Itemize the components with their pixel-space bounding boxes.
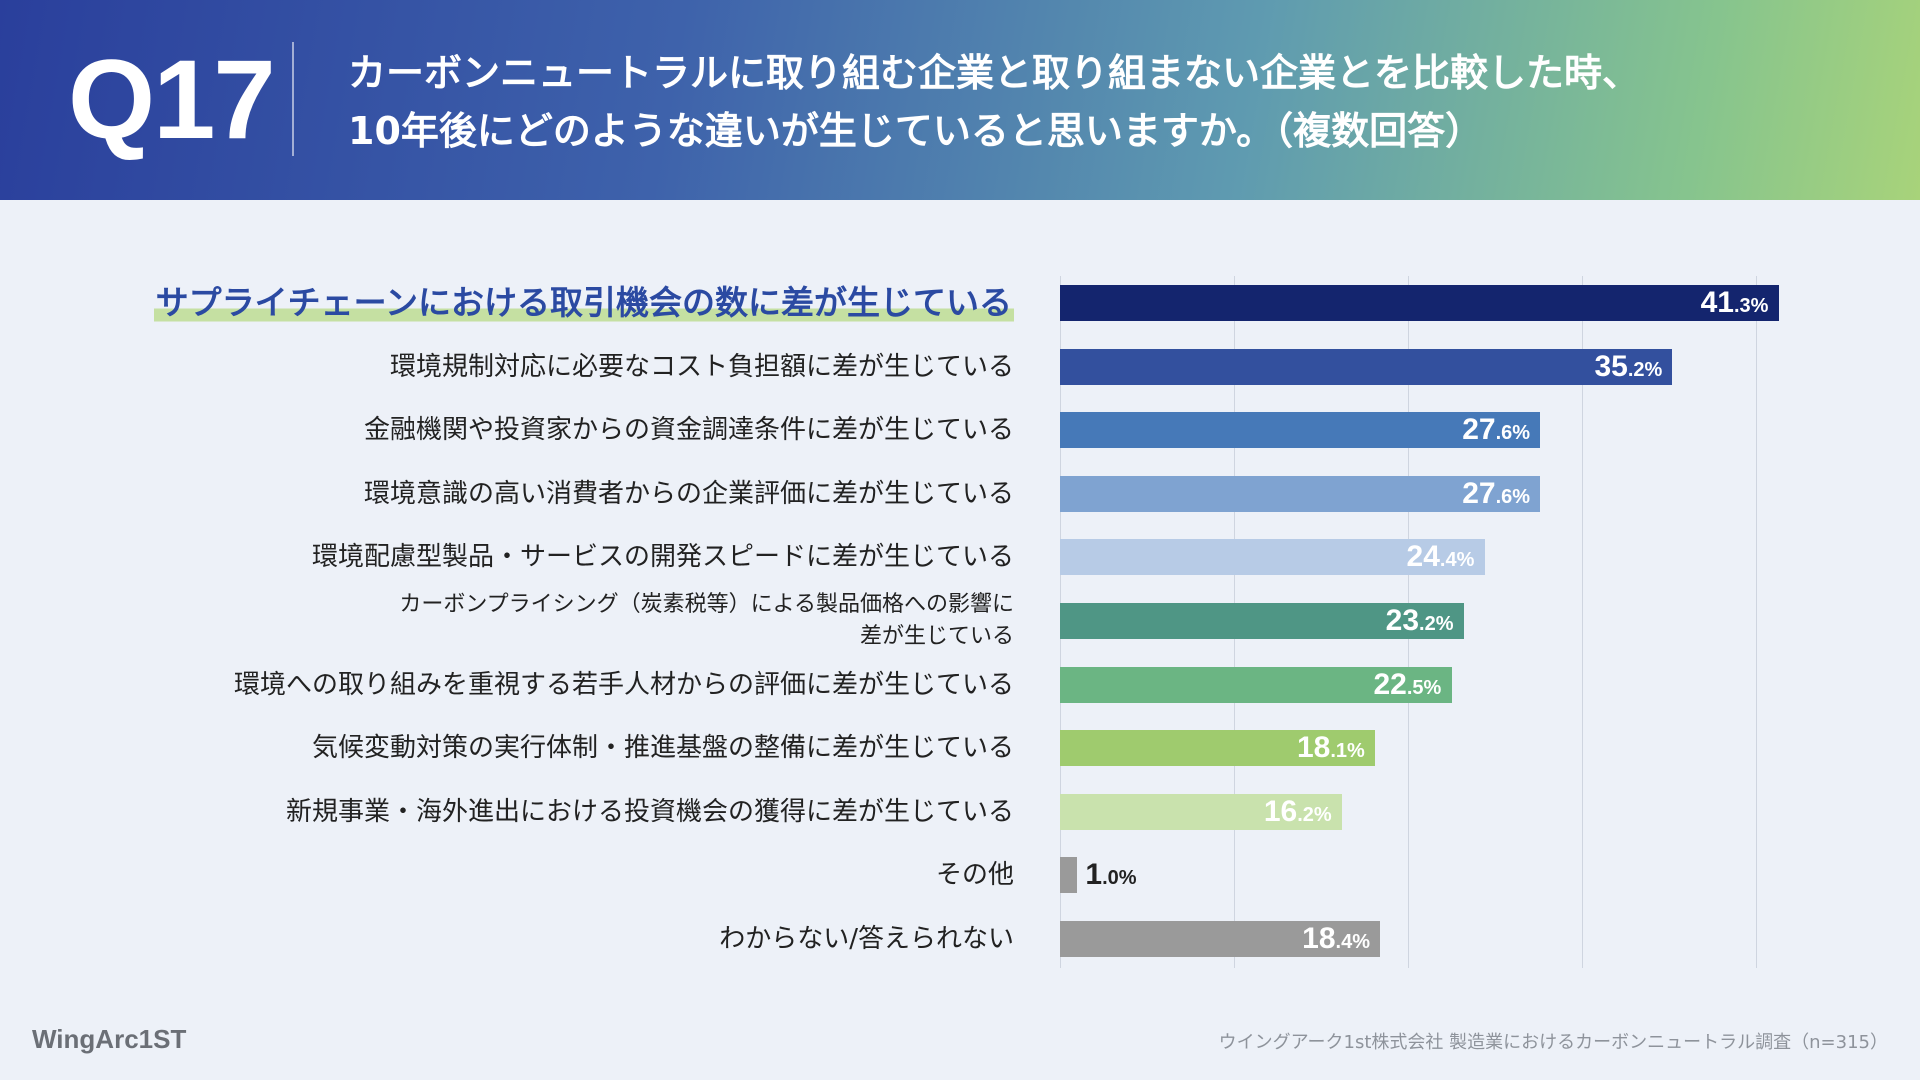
category-label: 金融機関や投資家からの資金調達条件に差が生じている (364, 412, 1014, 448)
data-label: 41.3% (1700, 286, 1769, 319)
data-label: 27.6% (1462, 413, 1531, 447)
category-label-line: 環境配慮型製品・サービスの開発スピードに差が生じている (311, 542, 1014, 573)
data-label: 23.2% (1385, 604, 1454, 637)
category-label: 環境への取り組みを重視する若手人材からの評価に差が生じている (234, 667, 1014, 703)
category-label: 新規事業・海外進出における投資機会の獲得に差が生じている (286, 794, 1014, 830)
category-label: サプライチェーンにおける取引機会の数に差が生じている (153, 281, 1014, 325)
category-label-line: カーボンプライシング（炭素税等）による製品価格への影響に (399, 592, 1014, 617)
category-label-line: 金融機関や投資家からの資金調達条件に差が生じている (363, 415, 1014, 446)
category-label: 環境規制対応に必要なコスト負担額に差が生じている (390, 349, 1014, 385)
category-label-line: サプライチェーンにおける取引機会の数に差が生じている (155, 283, 1012, 322)
category-label-line: 環境規制対応に必要なコスト負担額に差が生じている (389, 351, 1014, 382)
category-label-line: 新規事業・海外進出における投資機会の獲得に差が生じている (285, 796, 1014, 827)
data-label: 35.2% (1594, 349, 1663, 383)
data-label: 1.0% (1085, 858, 1137, 892)
bar (1060, 475, 1541, 512)
data-label: 18.1% (1296, 731, 1365, 765)
gridline (1582, 276, 1583, 968)
bar (1060, 793, 1342, 830)
category-label-line: 環境意識の高い消費者からの企業評価に差が生じている (363, 478, 1014, 509)
category-label: 気候変動対策の実行体制・推進基盤の整備に差が生じている (312, 730, 1014, 766)
category-label-line: 差が生じている (859, 624, 1014, 649)
bar (1060, 285, 1779, 321)
gridline (1756, 276, 1757, 968)
category-label: その他 (936, 857, 1014, 893)
data-label: 27.6% (1462, 476, 1531, 510)
category-label: 環境意識の高い消費者からの企業評価に差が生じている (364, 476, 1014, 512)
category-label-line: 気候変動対策の実行体制・推進基盤の整備に差が生じている (311, 733, 1014, 764)
bar (1060, 921, 1381, 957)
question-number: Q17 (68, 37, 276, 162)
source-note: ウイングアーク1st株式会社 製造業におけるカーボンニュートラル調査（n=315… (1218, 1032, 1888, 1053)
bar (1060, 348, 1673, 385)
data-label: 18.4% (1302, 922, 1370, 955)
question-text: カーボンニュートラルに取り組む企業と取り組まない企業とを比較した時、 10年後に… (348, 44, 1868, 160)
bar (1060, 412, 1541, 449)
bar (1060, 539, 1485, 576)
category-label-line: 環境への取り組みを重視する若手人材からの評価に差が生じている (233, 669, 1014, 700)
category-label-line: わからない/答えられない (719, 924, 1014, 954)
bar (1060, 603, 1464, 639)
category-label: 環境配慮型製品・サービスの開発スピードに差が生じている (312, 539, 1014, 575)
bar (1060, 730, 1375, 767)
bar (1060, 857, 1078, 894)
category-label: カーボンプライシング（炭素税等）による製品価格への影響に差が生じている (399, 589, 1014, 653)
data-label: 24.4% (1406, 540, 1475, 574)
category-label: わからない/答えられない (719, 921, 1014, 957)
question-line-1: カーボンニュートラルに取り組む企業と取り組まない企業とを比較した時、 (348, 51, 1641, 95)
data-label: 22.5% (1373, 667, 1442, 701)
category-label-line: その他 (935, 860, 1014, 891)
header-banner: Q17 カーボンニュートラルに取り組む企業と取り組まない企業とを比較した時、 1… (0, 0, 1920, 200)
data-label: 16.2% (1263, 794, 1332, 828)
question-line-2: 10年後にどのような違いが生じていると思いますか。（複数回答） (348, 109, 1484, 153)
wingarc-logo: WingArc1ST (32, 1024, 187, 1054)
header-divider (292, 42, 294, 156)
bar (1060, 666, 1452, 703)
